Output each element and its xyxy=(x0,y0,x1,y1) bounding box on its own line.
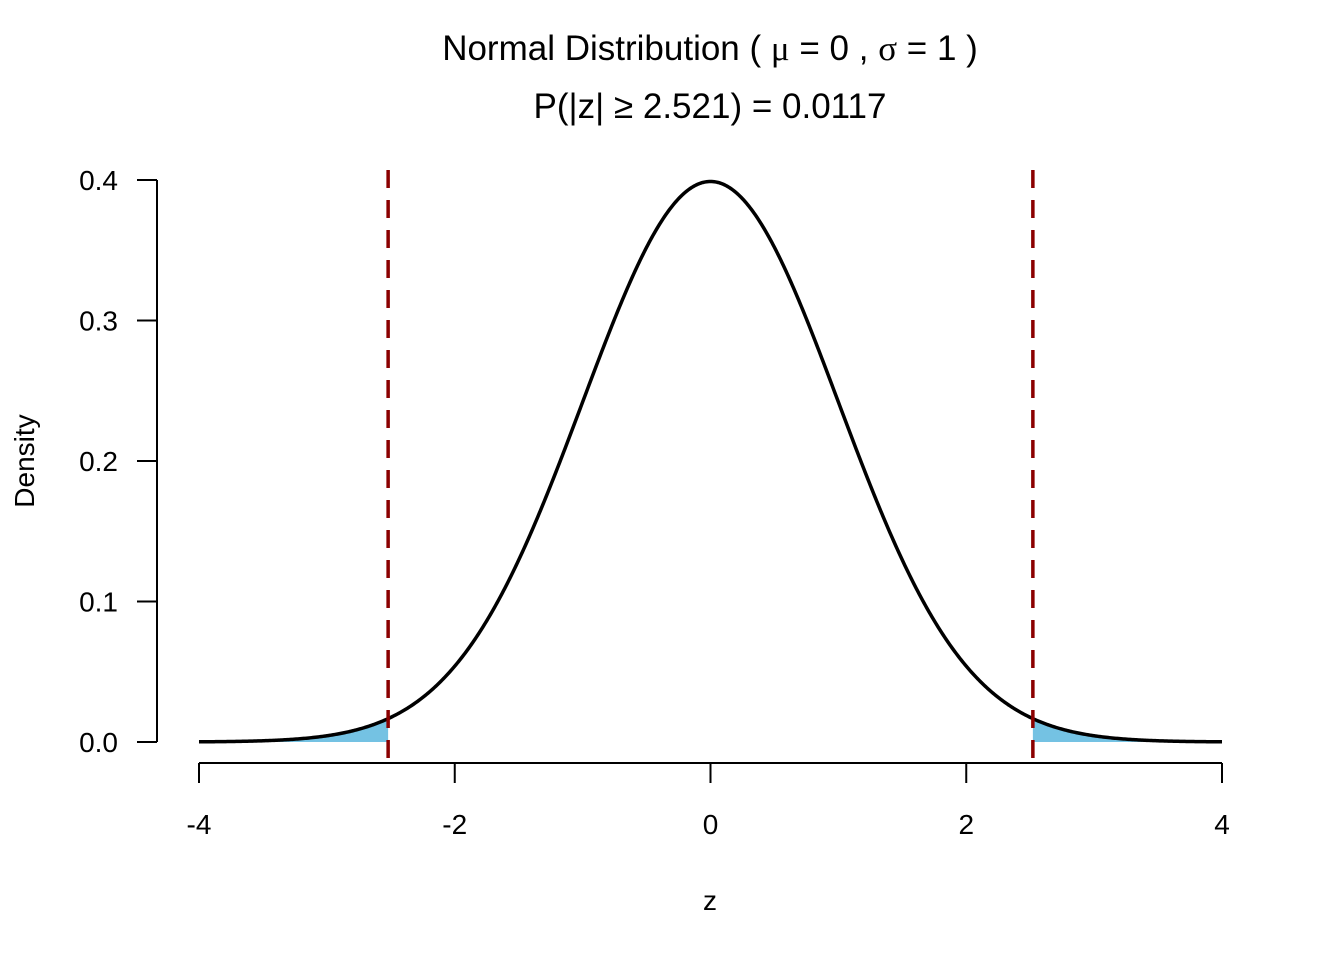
y-tick-label: 0.0 xyxy=(79,727,118,758)
x-tick-label: 2 xyxy=(958,809,974,840)
left-tail-shade xyxy=(199,718,389,742)
y-tick-label: 0.3 xyxy=(79,306,118,337)
chart-title: Normal Distribution ( μ = 0 , σ = 1 ) xyxy=(442,29,978,68)
y-tick-label: 0.1 xyxy=(79,587,118,618)
right-tail-shade xyxy=(1032,718,1222,742)
x-tick-label: -4 xyxy=(187,809,212,840)
x-tick-label: 0 xyxy=(703,809,719,840)
chart-subtitle: P(|z| ≥ 2.521) = 0.0117 xyxy=(534,87,887,126)
density-curve xyxy=(198,179,1223,744)
x-tick-label: -2 xyxy=(442,809,467,840)
x-axis-label: z xyxy=(703,885,717,916)
y-tick-label: 0.2 xyxy=(79,446,118,477)
y-axis-label: Density xyxy=(9,414,40,507)
x-tick-label: 4 xyxy=(1214,809,1230,840)
y-tick-label: 0.4 xyxy=(79,165,118,196)
